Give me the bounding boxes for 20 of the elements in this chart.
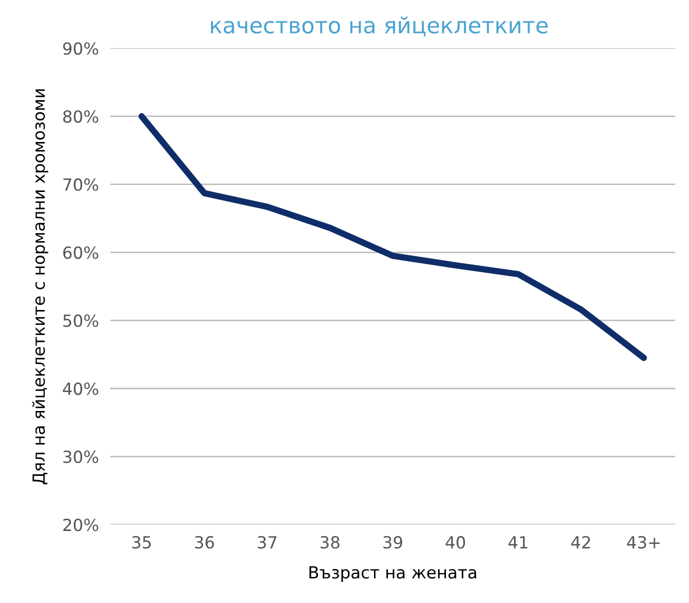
x-tick-label: 39 xyxy=(383,536,402,549)
y-tick-label: 80% xyxy=(63,110,98,123)
x-tick-label: 43+ xyxy=(627,536,660,549)
x-tick-label: 36 xyxy=(195,536,214,549)
x-axis-title: Възраст на жената xyxy=(309,566,476,582)
x-tick-label: 35 xyxy=(132,536,151,549)
y-tick-label: 70% xyxy=(63,178,98,191)
x-tick-label: 37 xyxy=(258,536,276,549)
chart-title: качеството на яйцеклетките xyxy=(211,16,548,36)
x-tick-label: 40 xyxy=(446,536,466,549)
y-tick-label: 20% xyxy=(63,518,98,532)
y-tick-label: 60% xyxy=(63,246,98,259)
y-tick-label: 40% xyxy=(62,382,98,396)
y-tick-label: 90% xyxy=(63,42,98,55)
y-tick-label: 50% xyxy=(63,314,98,328)
y-axis-title: Дял на яйцеклетките с нормални хромозоми xyxy=(32,89,48,484)
y-tick-label: 30% xyxy=(63,450,98,464)
x-tick-label: 41 xyxy=(508,536,528,548)
x-tick-label: 42 xyxy=(571,536,590,548)
x-tick-label: 38 xyxy=(320,536,340,549)
